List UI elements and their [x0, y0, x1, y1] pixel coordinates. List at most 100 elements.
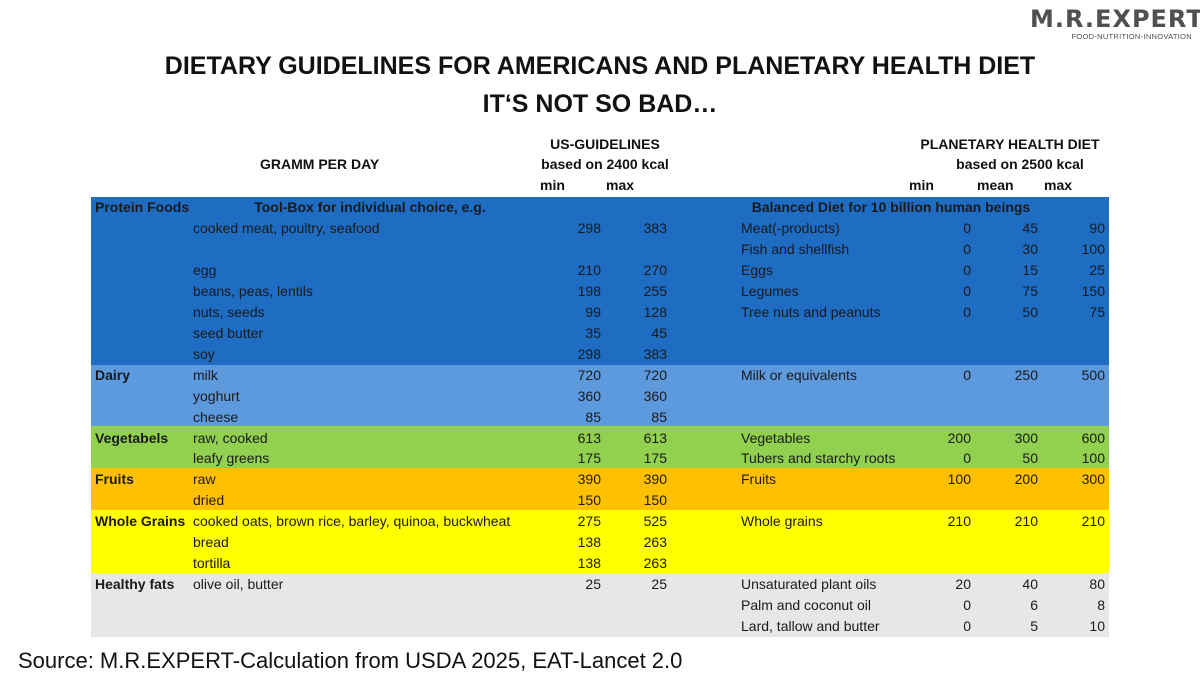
phd-food: Tubers and starchy roots — [741, 450, 896, 467]
phd-min-value: 0 — [963, 450, 971, 467]
phd-max-value: 210 — [1081, 513, 1105, 530]
us-food: soy — [193, 345, 215, 362]
table-row: Vegetabels raw, cooked 613 613 Vegetables 200… — [91, 428, 1109, 449]
us-food: seed butter — [193, 324, 264, 341]
phd-mean-value: 6 — [1030, 597, 1038, 614]
us-min-value: 275 — [577, 513, 601, 530]
band-whole-grains — [91, 510, 1109, 573]
table-row: Healthy fats olive oil, butter 25 25 Unsatur… — [91, 574, 1109, 595]
phd-max-value: 80 — [1089, 576, 1105, 593]
phd-mean-value: 45 — [1022, 220, 1038, 236]
us-food: milk — [193, 366, 218, 383]
us-min-value: 298 — [577, 345, 601, 362]
us-guidelines-title: US-GUIDELINES — [550, 136, 660, 152]
us-food: cooked meat, poultry, seafood — [193, 220, 380, 236]
row-category: Healthy fats — [95, 576, 175, 593]
row-category: Dairy — [95, 366, 131, 383]
phd-min-value: 0 — [963, 261, 971, 278]
us-min-value: 613 — [577, 429, 601, 446]
us-max-value: 128 — [643, 303, 667, 320]
phd-max-header: max — [1044, 177, 1073, 193]
us-max-value: 360 — [643, 387, 667, 404]
us-food: leafy greens — [193, 450, 270, 467]
us-min-value: 150 — [577, 492, 601, 509]
page-title: DIETARY GUIDELINES FOR AMERICANS AND PLA… — [164, 52, 1036, 80]
phd-min-value: 0 — [963, 597, 971, 614]
phd-min-value: 210 — [947, 513, 971, 530]
table-row: dried 150 150 — [91, 490, 1109, 511]
us-max-value: 270 — [643, 261, 667, 278]
table-row: yoghurt 360 360 — [91, 386, 1109, 407]
row-category: Whole Grains — [95, 513, 186, 530]
phd-max-value: 25 — [1089, 261, 1105, 278]
us-min-value: 210 — [577, 261, 601, 278]
phd-max-value: 100 — [1081, 240, 1105, 257]
us-max-value: 175 — [643, 450, 667, 467]
us-min-value: 99 — [585, 303, 601, 320]
phd-min-value: 0 — [963, 303, 971, 320]
us-food: olive oil, butter — [193, 576, 284, 593]
phd-min-value: 200 — [947, 429, 971, 446]
phd-food: Eggs — [741, 261, 773, 278]
us-min-value: 360 — [577, 387, 601, 404]
table-row: Fruits raw 390 390 Fruits 100 200 300 — [91, 469, 1109, 490]
phd-max-value: 10 — [1089, 618, 1105, 635]
table-row: Palm and coconut oil 0 6 8 — [91, 595, 1109, 616]
us-max-header: max — [606, 177, 635, 193]
phd-food: Tree nuts and peanuts — [741, 303, 881, 320]
table-row: soy 298 383 — [91, 344, 1109, 365]
table-row: tortilla 138 263 — [91, 553, 1109, 574]
phd-mean-value: 250 — [1014, 366, 1038, 383]
phd-mean-value: 200 — [1014, 471, 1038, 488]
brand-logo: M.R.EXPERT FOOD-NUTRITION-INNOVATION — [1030, 6, 1200, 41]
us-min-value: 138 — [577, 555, 601, 572]
phd-food: Fish and shellfish — [741, 240, 850, 257]
table-row: Fish and shellfish 0 30 100 — [91, 239, 1109, 260]
table-row: bread 138 263 — [91, 532, 1109, 553]
phd-max-value: 8 — [1097, 597, 1105, 614]
us-food: egg — [193, 261, 217, 278]
us-min-value: 175 — [577, 450, 601, 467]
phd-food: Lard, tallow and butter — [741, 618, 880, 635]
us-food: cheese — [193, 408, 239, 425]
band-dairy — [91, 365, 1109, 426]
phd-mean-value: 5 — [1030, 618, 1038, 635]
us-food: raw, cooked — [193, 429, 268, 446]
phd-mean-value: 210 — [1014, 513, 1038, 530]
phd-title: PLANETARY HEALTH DIET — [920, 136, 1100, 152]
phd-min-value: 0 — [963, 220, 971, 236]
phd-food: Vegetables — [741, 429, 811, 446]
phd-mean-header: mean — [977, 177, 1014, 193]
phd-food: Unsaturated plant oils — [741, 576, 877, 593]
phd-mean-value: 75 — [1022, 282, 1038, 299]
phd-min-header: min — [909, 177, 934, 193]
table-row: cheese 85 85 — [91, 407, 1109, 428]
gramm-per-day-label: GRAMM PER DAY — [260, 156, 380, 172]
us-max-value: 45 — [651, 324, 667, 341]
row-category: Fruits — [95, 471, 134, 488]
band-healthy-fats — [91, 573, 1109, 637]
phd-min-value: 0 — [963, 240, 971, 257]
us-max-value: 85 — [651, 408, 667, 425]
phd-food: Fruits — [741, 471, 776, 488]
phd-min-value: 0 — [963, 366, 971, 383]
band-vegetables — [91, 426, 1109, 468]
us-min-value: 35 — [585, 324, 601, 341]
table-row: nuts, seeds 99 128 Tree nuts and peanuts 0 50… — [91, 302, 1109, 323]
us-food: yoghurt — [193, 387, 240, 404]
us-food: cooked oats, brown rice, barley, quinoa,… — [193, 513, 511, 530]
us-max-value: 263 — [643, 555, 667, 572]
us-min-value: 298 — [577, 220, 601, 236]
table-subheader: Protein Foods Tool-Box for individual ch… — [91, 197, 1109, 218]
table-row: egg 210 270 Eggs 0 15 25 — [91, 260, 1109, 281]
phd-max-value: 75 — [1089, 303, 1105, 320]
phd-basis: based on 2500 kcal — [956, 156, 1084, 172]
us-min-value: 720 — [577, 366, 601, 383]
us-max-value: 383 — [643, 345, 667, 362]
us-min-value: 25 — [585, 576, 601, 593]
phd-food: Whole grains — [741, 513, 823, 530]
us-max-value: 150 — [643, 492, 667, 509]
us-food: tortilla — [193, 555, 231, 572]
phd-food: Palm and coconut oil — [741, 597, 871, 614]
us-max-value: 390 — [643, 471, 667, 488]
